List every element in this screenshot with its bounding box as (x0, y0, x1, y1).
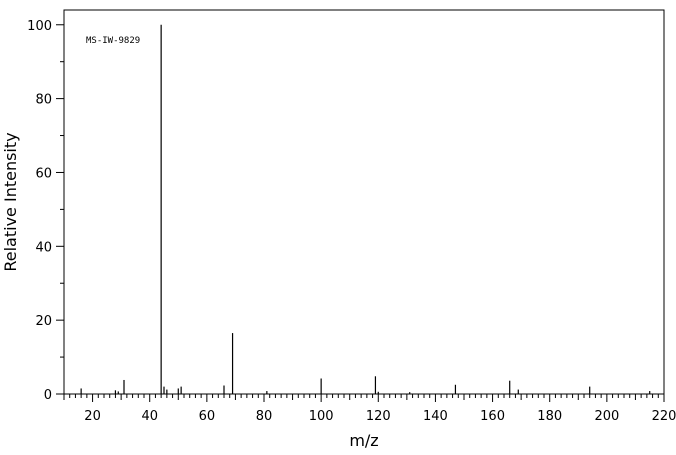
x-tick-label: 100 (309, 409, 334, 424)
x-tick-label: 220 (652, 409, 676, 424)
x-tick-label: 180 (537, 409, 562, 424)
spectrum-id-annotation: MS-IW-9829 (86, 36, 140, 46)
plot-frame (63, 9, 665, 395)
y-tick-label: 40 (35, 240, 52, 255)
y-tick-label: 0 (44, 388, 52, 403)
y-tick-label: 20 (35, 314, 52, 329)
x-tick-label: 200 (594, 409, 619, 424)
x-tick-label: 80 (256, 409, 273, 424)
x-tick-label: 140 (423, 409, 448, 424)
x-tick-label: 160 (480, 409, 505, 424)
y-tick-label: 100 (27, 19, 52, 34)
x-tick-label: 120 (366, 409, 391, 424)
x-tick-label: 60 (199, 409, 216, 424)
peak-sticks (80, 24, 651, 394)
x-tick-label: 20 (84, 409, 101, 424)
y-tick-label: 60 (35, 166, 52, 181)
x-axis-title: m/z (349, 431, 378, 450)
x-tick-label: 40 (141, 409, 158, 424)
y-axis-ticks: 0 20 40 60 80 100 (27, 19, 64, 403)
y-axis-title: Relative Intensity (1, 132, 20, 271)
y-tick-label: 80 (35, 93, 52, 108)
minor-ticks (60, 61, 659, 398)
x-axis-ticks: 20 40 60 80 100 120 140 160 180 200 220 (63, 394, 676, 424)
